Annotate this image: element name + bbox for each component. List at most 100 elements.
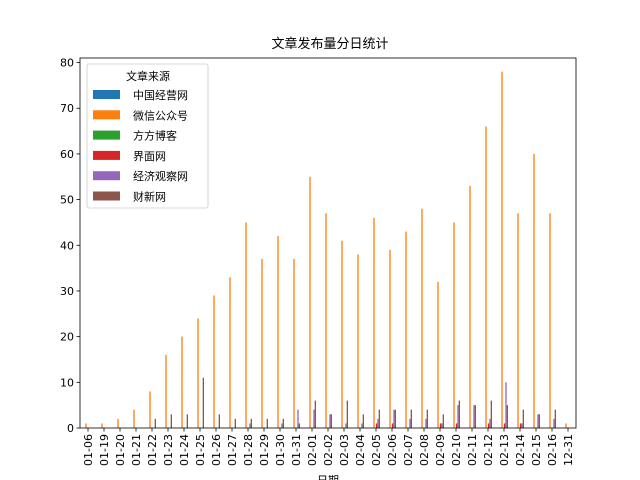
plot-frame — [79, 57, 577, 429]
y-tick-label: 30 — [60, 285, 74, 298]
bar — [517, 213, 519, 428]
legend-swatch — [93, 110, 120, 120]
x-axis-label: 日期 — [317, 474, 339, 480]
bar — [250, 418, 252, 428]
x-axis: 01-06 01-19 01-20 01-21 01-22 01-23 01-24 01-25… — [82, 428, 575, 466]
x-tick-label: 02-07 — [402, 434, 415, 466]
bar — [293, 258, 295, 428]
bar — [485, 126, 487, 429]
legend-entry-label: 中国经营网 — [133, 88, 188, 102]
bar — [457, 405, 459, 428]
bar — [297, 409, 299, 428]
x-tick-label: 01-24 — [178, 434, 191, 466]
y-axis: 0 10 20 30 40 50 60 70 80 — [60, 57, 80, 435]
bar — [456, 423, 458, 428]
bar — [506, 405, 508, 428]
bar — [488, 423, 490, 428]
bar — [314, 400, 316, 428]
bar — [489, 418, 491, 428]
bar — [393, 409, 395, 428]
bar — [202, 377, 204, 428]
bar — [101, 423, 103, 428]
x-tick-label: 01-06 — [82, 434, 95, 466]
bar — [298, 423, 300, 428]
x-tick-label: 01-21 — [130, 434, 143, 466]
bar — [474, 405, 476, 428]
x-tick-label: 02-15 — [530, 434, 543, 466]
bar — [181, 336, 183, 428]
x-tick-label: 01-19 — [98, 434, 111, 466]
bar — [522, 409, 524, 428]
bar — [533, 153, 535, 428]
bar — [565, 423, 567, 428]
bar — [537, 414, 539, 428]
x-tick-label: 02-01 — [306, 434, 319, 466]
bar — [234, 418, 236, 428]
bar — [346, 400, 348, 428]
x-tick-label: 01-26 — [210, 434, 223, 466]
bar — [409, 418, 411, 428]
bar — [425, 418, 427, 428]
legend-entry-label: 方方博客 — [133, 129, 177, 143]
bar — [245, 222, 247, 428]
bar — [170, 414, 172, 428]
x-tick-label: 02-09 — [434, 434, 447, 466]
bar — [361, 423, 363, 428]
bar — [261, 258, 263, 428]
y-tick-label: 50 — [60, 194, 74, 207]
bar — [549, 213, 551, 428]
bars — [85, 71, 567, 429]
bar — [309, 176, 311, 428]
bar — [437, 281, 439, 428]
bar — [154, 418, 156, 428]
x-tick-label: 02-04 — [354, 434, 367, 466]
bar — [281, 423, 283, 428]
x-tick-label: 01-27 — [226, 434, 239, 466]
bar — [165, 354, 167, 428]
bar — [441, 423, 443, 428]
bar — [421, 208, 423, 428]
bar — [282, 418, 284, 428]
bar — [197, 318, 199, 428]
bar — [458, 400, 460, 428]
legend-swatch — [93, 150, 120, 160]
x-tick-label: 01-29 — [258, 434, 271, 466]
y-tick-label: 70 — [60, 102, 74, 115]
y-tick-label: 10 — [60, 376, 74, 389]
bar — [213, 295, 215, 428]
bar — [490, 400, 492, 428]
bar — [85, 423, 87, 428]
chart-title: 文章发布量分日统计 — [271, 36, 388, 52]
bar — [345, 423, 347, 428]
y-tick-label: 40 — [60, 239, 74, 252]
x-tick-label: 01-28 — [242, 434, 255, 466]
bar — [520, 423, 522, 428]
bar — [330, 414, 332, 428]
x-tick-label: 02-03 — [338, 434, 351, 466]
legend-swatch — [93, 191, 120, 201]
bar — [554, 409, 556, 428]
bar — [405, 231, 407, 428]
bar — [249, 423, 251, 428]
bar — [553, 418, 555, 428]
bar — [394, 409, 396, 428]
legend-swatch — [93, 90, 120, 99]
bar — [218, 414, 220, 428]
bar — [277, 236, 279, 428]
x-tick-label: 02-16 — [546, 434, 559, 466]
legend-entry-label: 经济观察网 — [133, 169, 188, 183]
bar — [373, 217, 375, 428]
bar — [376, 423, 378, 428]
x-tick-label: 01-20 — [114, 434, 127, 466]
x-tick-label: 01-23 — [162, 434, 175, 466]
bar — [469, 185, 471, 428]
y-tick-label: 20 — [60, 331, 74, 344]
legend-swatch — [93, 171, 120, 181]
bar — [521, 423, 523, 428]
legend-title: 文章来源 — [126, 69, 170, 83]
x-tick-label: 02-10 — [450, 434, 463, 466]
bar — [504, 423, 506, 428]
bar — [341, 240, 343, 428]
legend-entry-label: 界面网 — [133, 150, 166, 163]
